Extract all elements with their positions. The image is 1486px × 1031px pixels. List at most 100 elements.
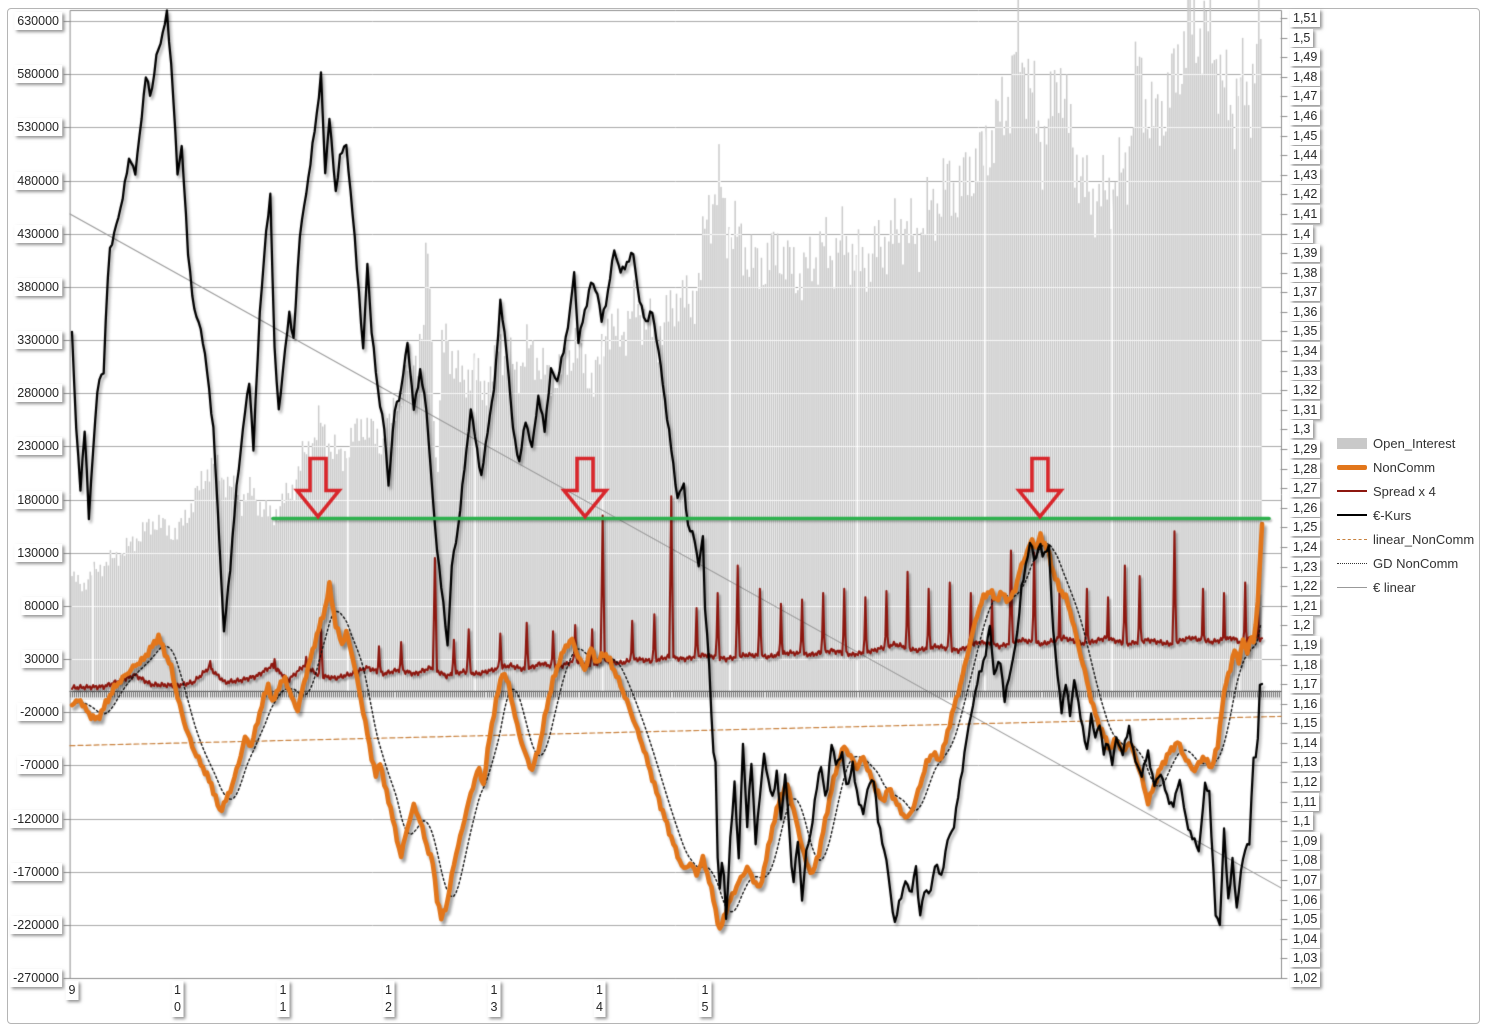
right-axis-tick-1,38: 1,38 bbox=[1290, 263, 1321, 282]
left-axis-tick-480000: 480000 bbox=[14, 171, 62, 190]
legend-item-open-interest: Open_Interest bbox=[1337, 431, 1474, 455]
legend-key-line-icon bbox=[1337, 490, 1367, 492]
legend-key-dotted-icon bbox=[1337, 562, 1367, 564]
left-axis-tick-130000: 130000 bbox=[14, 543, 62, 562]
left-axis-tick-180000: 180000 bbox=[14, 490, 62, 509]
left-axis-tick--20000: -20000 bbox=[17, 703, 62, 722]
right-axis-tick-1,29: 1,29 bbox=[1290, 440, 1321, 459]
right-axis-tick-1,16: 1,16 bbox=[1290, 694, 1321, 713]
left-axis-tick-80000: 80000 bbox=[21, 596, 62, 615]
right-axis-tick-1,14: 1,14 bbox=[1290, 733, 1321, 752]
left-axis-tick-30000: 30000 bbox=[21, 650, 62, 668]
legend-item--kurs: €-Kurs bbox=[1337, 503, 1474, 527]
right-axis-tick-1,41: 1,41 bbox=[1290, 204, 1321, 223]
x-axis-tick-9: 9 bbox=[65, 981, 79, 1000]
right-axis-tick-1,2: 1,2 bbox=[1290, 616, 1314, 635]
right-axis-tick-1,39: 1,39 bbox=[1290, 244, 1321, 263]
legend-item-linear-noncomm: linear_NonComm bbox=[1337, 527, 1474, 551]
right-axis-tick-1,19: 1,19 bbox=[1290, 635, 1321, 654]
legend-label: € linear bbox=[1373, 579, 1416, 595]
right-axis-tick-1,05: 1,05 bbox=[1290, 910, 1321, 929]
right-axis-tick-1,51: 1,51 bbox=[1290, 9, 1321, 27]
left-axis-tick-630000: 630000 bbox=[14, 12, 62, 30]
right-axis-tick-1,46: 1,46 bbox=[1290, 106, 1321, 125]
right-axis-tick-1,23: 1,23 bbox=[1290, 557, 1321, 576]
right-axis-tick-1,1: 1,1 bbox=[1290, 812, 1314, 831]
right-axis-tick-1,35: 1,35 bbox=[1290, 322, 1321, 341]
right-axis-tick-1,44: 1,44 bbox=[1290, 146, 1321, 165]
right-axis-tick-1,15: 1,15 bbox=[1290, 714, 1321, 733]
right-axis-tick-1,24: 1,24 bbox=[1290, 537, 1321, 556]
legend-key-dashed-icon bbox=[1337, 538, 1367, 540]
right-axis-tick-1,25: 1,25 bbox=[1290, 518, 1321, 537]
right-axis-tick-1,43: 1,43 bbox=[1290, 165, 1321, 184]
legend-item--linear: € linear bbox=[1337, 575, 1474, 599]
legend-item-spread-x-4: Spread x 4 bbox=[1337, 479, 1474, 503]
left-axis-tick-330000: 330000 bbox=[14, 331, 62, 349]
left-axis-tick--120000: -120000 bbox=[10, 809, 62, 828]
right-axis-tick-1,42: 1,42 bbox=[1290, 185, 1321, 204]
right-axis-tick-1,17: 1,17 bbox=[1290, 675, 1321, 694]
legend-label: GD NonComm bbox=[1373, 555, 1459, 571]
right-axis-tick-1,22: 1,22 bbox=[1290, 577, 1321, 596]
legend-label: Open_Interest bbox=[1373, 435, 1456, 451]
right-axis-tick-1,37: 1,37 bbox=[1290, 283, 1321, 302]
right-axis-tick-1,07: 1,07 bbox=[1290, 871, 1321, 890]
right-axis-tick-1,47: 1,47 bbox=[1290, 87, 1321, 106]
left-axis-tick--70000: -70000 bbox=[17, 756, 62, 775]
left-axis-tick-280000: 280000 bbox=[14, 384, 62, 403]
legend-label: €-Kurs bbox=[1373, 507, 1412, 523]
right-axis-tick-1,49: 1,49 bbox=[1290, 48, 1321, 67]
right-axis-tick-1,48: 1,48 bbox=[1290, 67, 1321, 86]
legend-key-bar-icon bbox=[1337, 437, 1367, 449]
left-axis-tick-430000: 430000 bbox=[14, 224, 62, 243]
right-axis-tick-1,21: 1,21 bbox=[1290, 596, 1321, 615]
right-axis-tick-1,36: 1,36 bbox=[1290, 302, 1321, 321]
legend-key-thick-line-icon bbox=[1337, 464, 1367, 470]
right-axis-tick-1,33: 1,33 bbox=[1290, 361, 1321, 380]
right-axis-tick-1,26: 1,26 bbox=[1290, 498, 1321, 517]
left-axis-tick--220000: -220000 bbox=[10, 915, 62, 934]
right-axis-tick-1,4: 1,4 bbox=[1290, 224, 1314, 243]
right-axis-tick-1,04: 1,04 bbox=[1290, 929, 1321, 948]
legend: Open_Interest NonComm Spread x 4 €-Kurs line… bbox=[1337, 431, 1474, 599]
right-axis-tick-1,18: 1,18 bbox=[1290, 655, 1321, 674]
right-axis-tick-1,08: 1,08 bbox=[1290, 851, 1321, 870]
legend-key-thin-line-icon bbox=[1337, 586, 1367, 588]
right-axis-tick-1,06: 1,06 bbox=[1290, 890, 1321, 909]
right-axis-tick-1,02: 1,02 bbox=[1290, 969, 1321, 987]
legend-label: linear_NonComm bbox=[1373, 531, 1475, 547]
right-axis-tick-1,5: 1,5 bbox=[1290, 28, 1314, 47]
left-axis-tick-380000: 380000 bbox=[14, 277, 62, 296]
legend-item-noncomm: NonComm bbox=[1337, 455, 1474, 479]
left-axis-tick-580000: 580000 bbox=[14, 65, 62, 84]
right-axis-tick-1,12: 1,12 bbox=[1290, 773, 1321, 792]
right-axis-tick-1,32: 1,32 bbox=[1290, 381, 1321, 400]
left-axis-tick-530000: 530000 bbox=[14, 118, 62, 137]
left-axis-tick--170000: -170000 bbox=[10, 862, 62, 881]
legend-label: NonComm bbox=[1373, 459, 1436, 475]
right-axis-tick-1,34: 1,34 bbox=[1290, 342, 1321, 361]
right-axis-tick-1,09: 1,09 bbox=[1290, 831, 1321, 850]
right-axis-tick-1,28: 1,28 bbox=[1290, 459, 1321, 478]
right-axis-tick-1,03: 1,03 bbox=[1290, 949, 1321, 968]
right-axis-tick-1,27: 1,27 bbox=[1290, 479, 1321, 498]
left-axis-tick-230000: 230000 bbox=[14, 437, 62, 456]
legend-item-gd-noncomm: GD NonComm bbox=[1337, 551, 1474, 575]
right-axis-tick-1,11: 1,11 bbox=[1290, 792, 1320, 811]
right-axis-tick-1,13: 1,13 bbox=[1290, 753, 1321, 772]
legend-key-line-icon bbox=[1337, 514, 1367, 516]
right-axis-tick-1,31: 1,31 bbox=[1290, 400, 1321, 419]
right-axis-tick-1,3: 1,3 bbox=[1290, 420, 1314, 439]
legend-label: Spread x 4 bbox=[1373, 483, 1436, 499]
right-axis-tick-1,45: 1,45 bbox=[1290, 126, 1321, 145]
left-axis-tick--270000: -270000 bbox=[10, 969, 62, 987]
